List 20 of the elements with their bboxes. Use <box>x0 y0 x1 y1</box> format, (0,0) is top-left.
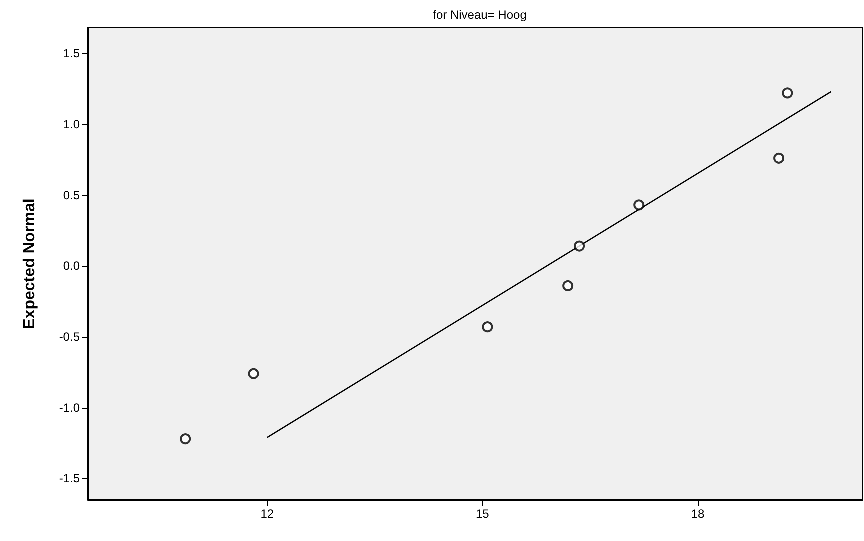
point <box>634 200 645 211</box>
y-tick-label: 0.0 <box>63 259 80 274</box>
y-tick-label: -1.0 <box>59 400 80 415</box>
point <box>782 88 794 99</box>
y-tick-label: -1.5 <box>59 472 80 486</box>
point <box>774 152 785 164</box>
y-tick-label: 0.5 <box>63 188 80 202</box>
y-tick-label: -0.5 <box>59 330 80 344</box>
y-tick-label: 1.0 <box>63 117 80 132</box>
chart-title: for Niveau= Hoog <box>433 8 527 22</box>
x-tick-label: 15 <box>476 507 490 521</box>
x-tick-label: 12 <box>260 507 274 521</box>
point <box>562 280 574 292</box>
point <box>180 434 192 445</box>
y-axis-title: Expected Normal <box>22 198 38 330</box>
point <box>574 240 586 252</box>
point <box>482 322 494 333</box>
point <box>248 368 260 380</box>
y-tick-label: 1.5 <box>63 46 80 61</box>
x-tick-label: 18 <box>691 507 705 521</box>
